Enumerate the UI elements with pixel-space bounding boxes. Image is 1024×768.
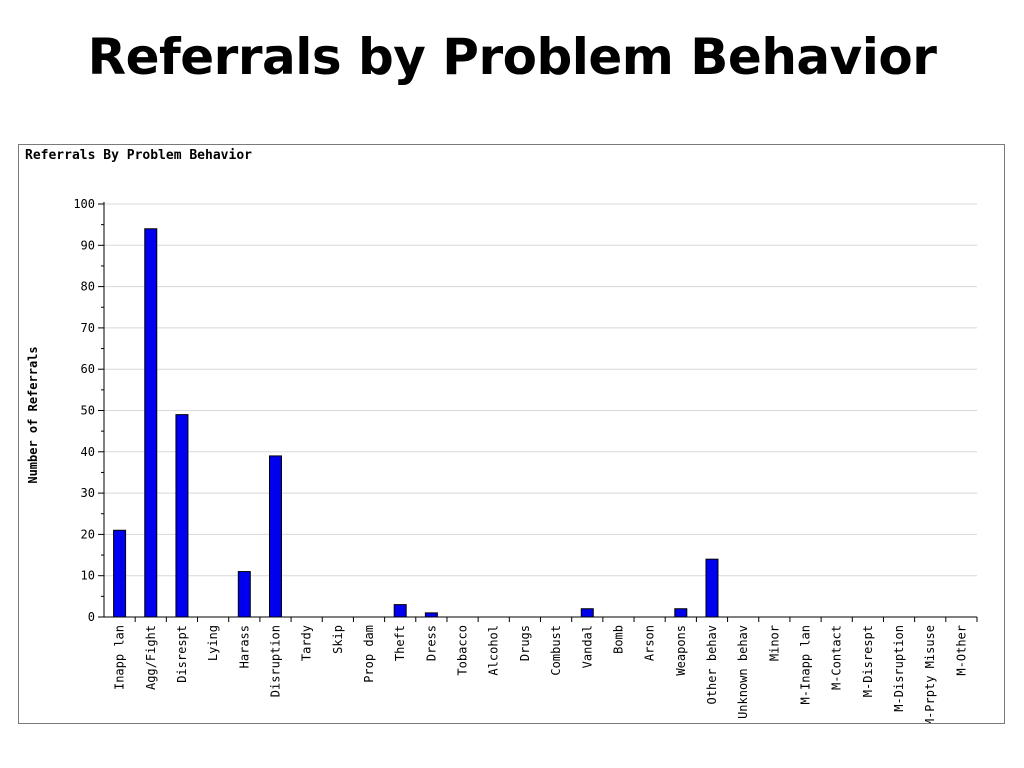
y-tick-label: 20: [81, 527, 95, 541]
x-tick-label: Drugs: [518, 625, 532, 661]
bar: [674, 608, 688, 618]
x-tick-label: Arson: [643, 625, 657, 661]
x-tick-label: Prop dam: [362, 625, 376, 683]
y-tick-label: 60: [81, 362, 95, 376]
x-tick-label: Unknown behav: [736, 625, 750, 719]
x-tick-label: Minor: [767, 625, 781, 661]
bar: [144, 228, 158, 618]
bar: [175, 414, 189, 618]
x-tick-label: Lying: [206, 625, 220, 661]
chart-title: Referrals By Problem Behavior: [25, 148, 252, 163]
x-tick-label: Skip: [331, 625, 345, 654]
y-tick-label: 10: [81, 569, 95, 583]
bar: [268, 455, 282, 618]
y-tick-label: 30: [81, 486, 95, 500]
x-tick-label: M-Contact: [830, 625, 844, 690]
x-tick-label: Vandal: [580, 625, 594, 668]
gridlines: [104, 203, 977, 577]
bar-chart: Referrals By Problem Behavior 0 10 20 30 40 5…: [25, 148, 978, 723]
y-axis-label: Number of Referrals: [26, 346, 40, 483]
x-tick-label: Weapons: [674, 625, 688, 676]
x-tick-label: M-Prpty Misuse: [923, 625, 937, 723]
chart-frame: Referrals By Problem Behavior 0 10 20 30 40 5…: [18, 144, 1005, 724]
x-tick-label: M-Inapp lan: [799, 625, 813, 704]
y-tick-label: 0: [88, 610, 95, 624]
y-axis-ticks: 0 10 20 30 40 50 60 70 80 90 100: [73, 197, 104, 624]
x-tick-label: Disruption: [268, 625, 282, 697]
x-tick-label: Theft: [393, 625, 407, 661]
x-tick-label: Combust: [549, 625, 563, 676]
y-tick-label: 80: [81, 280, 95, 294]
x-tick-label: Other behav: [705, 625, 719, 704]
bar: [424, 612, 438, 618]
bar: [393, 604, 407, 618]
bar: [705, 558, 719, 618]
x-axis-labels: Inapp lan Agg/Fight Disrespt Lying Harass Dis…: [113, 617, 978, 723]
axes: [103, 202, 977, 618]
y-tick-label: 50: [81, 404, 95, 418]
bar: [580, 608, 594, 618]
x-tick-label: M-Other: [954, 625, 968, 676]
bar: [237, 571, 251, 618]
bars: [113, 228, 719, 618]
y-tick-label: 100: [73, 197, 95, 211]
x-tick-label: Alcohol: [487, 625, 501, 676]
x-tick-label: M-Disrespt: [861, 625, 875, 697]
x-tick-label: Tardy: [300, 625, 314, 661]
x-tick-label: M-Disruption: [892, 625, 906, 712]
x-tick-label: Dress: [424, 625, 438, 661]
y-tick-label: 90: [81, 238, 95, 252]
x-tick-label: Agg/Fight: [144, 625, 158, 690]
x-tick-label: Inapp lan: [113, 625, 127, 690]
x-tick-label: Tobacco: [456, 625, 470, 676]
y-tick-label: 70: [81, 321, 95, 335]
x-tick-label: Disrespt: [175, 625, 189, 683]
slide-title: Referrals by Problem Behavior: [87, 28, 937, 86]
y-tick-label: 40: [81, 445, 95, 459]
x-tick-label: Bomb: [611, 625, 625, 654]
x-tick-label: Harass: [237, 625, 251, 668]
bar: [113, 529, 127, 618]
